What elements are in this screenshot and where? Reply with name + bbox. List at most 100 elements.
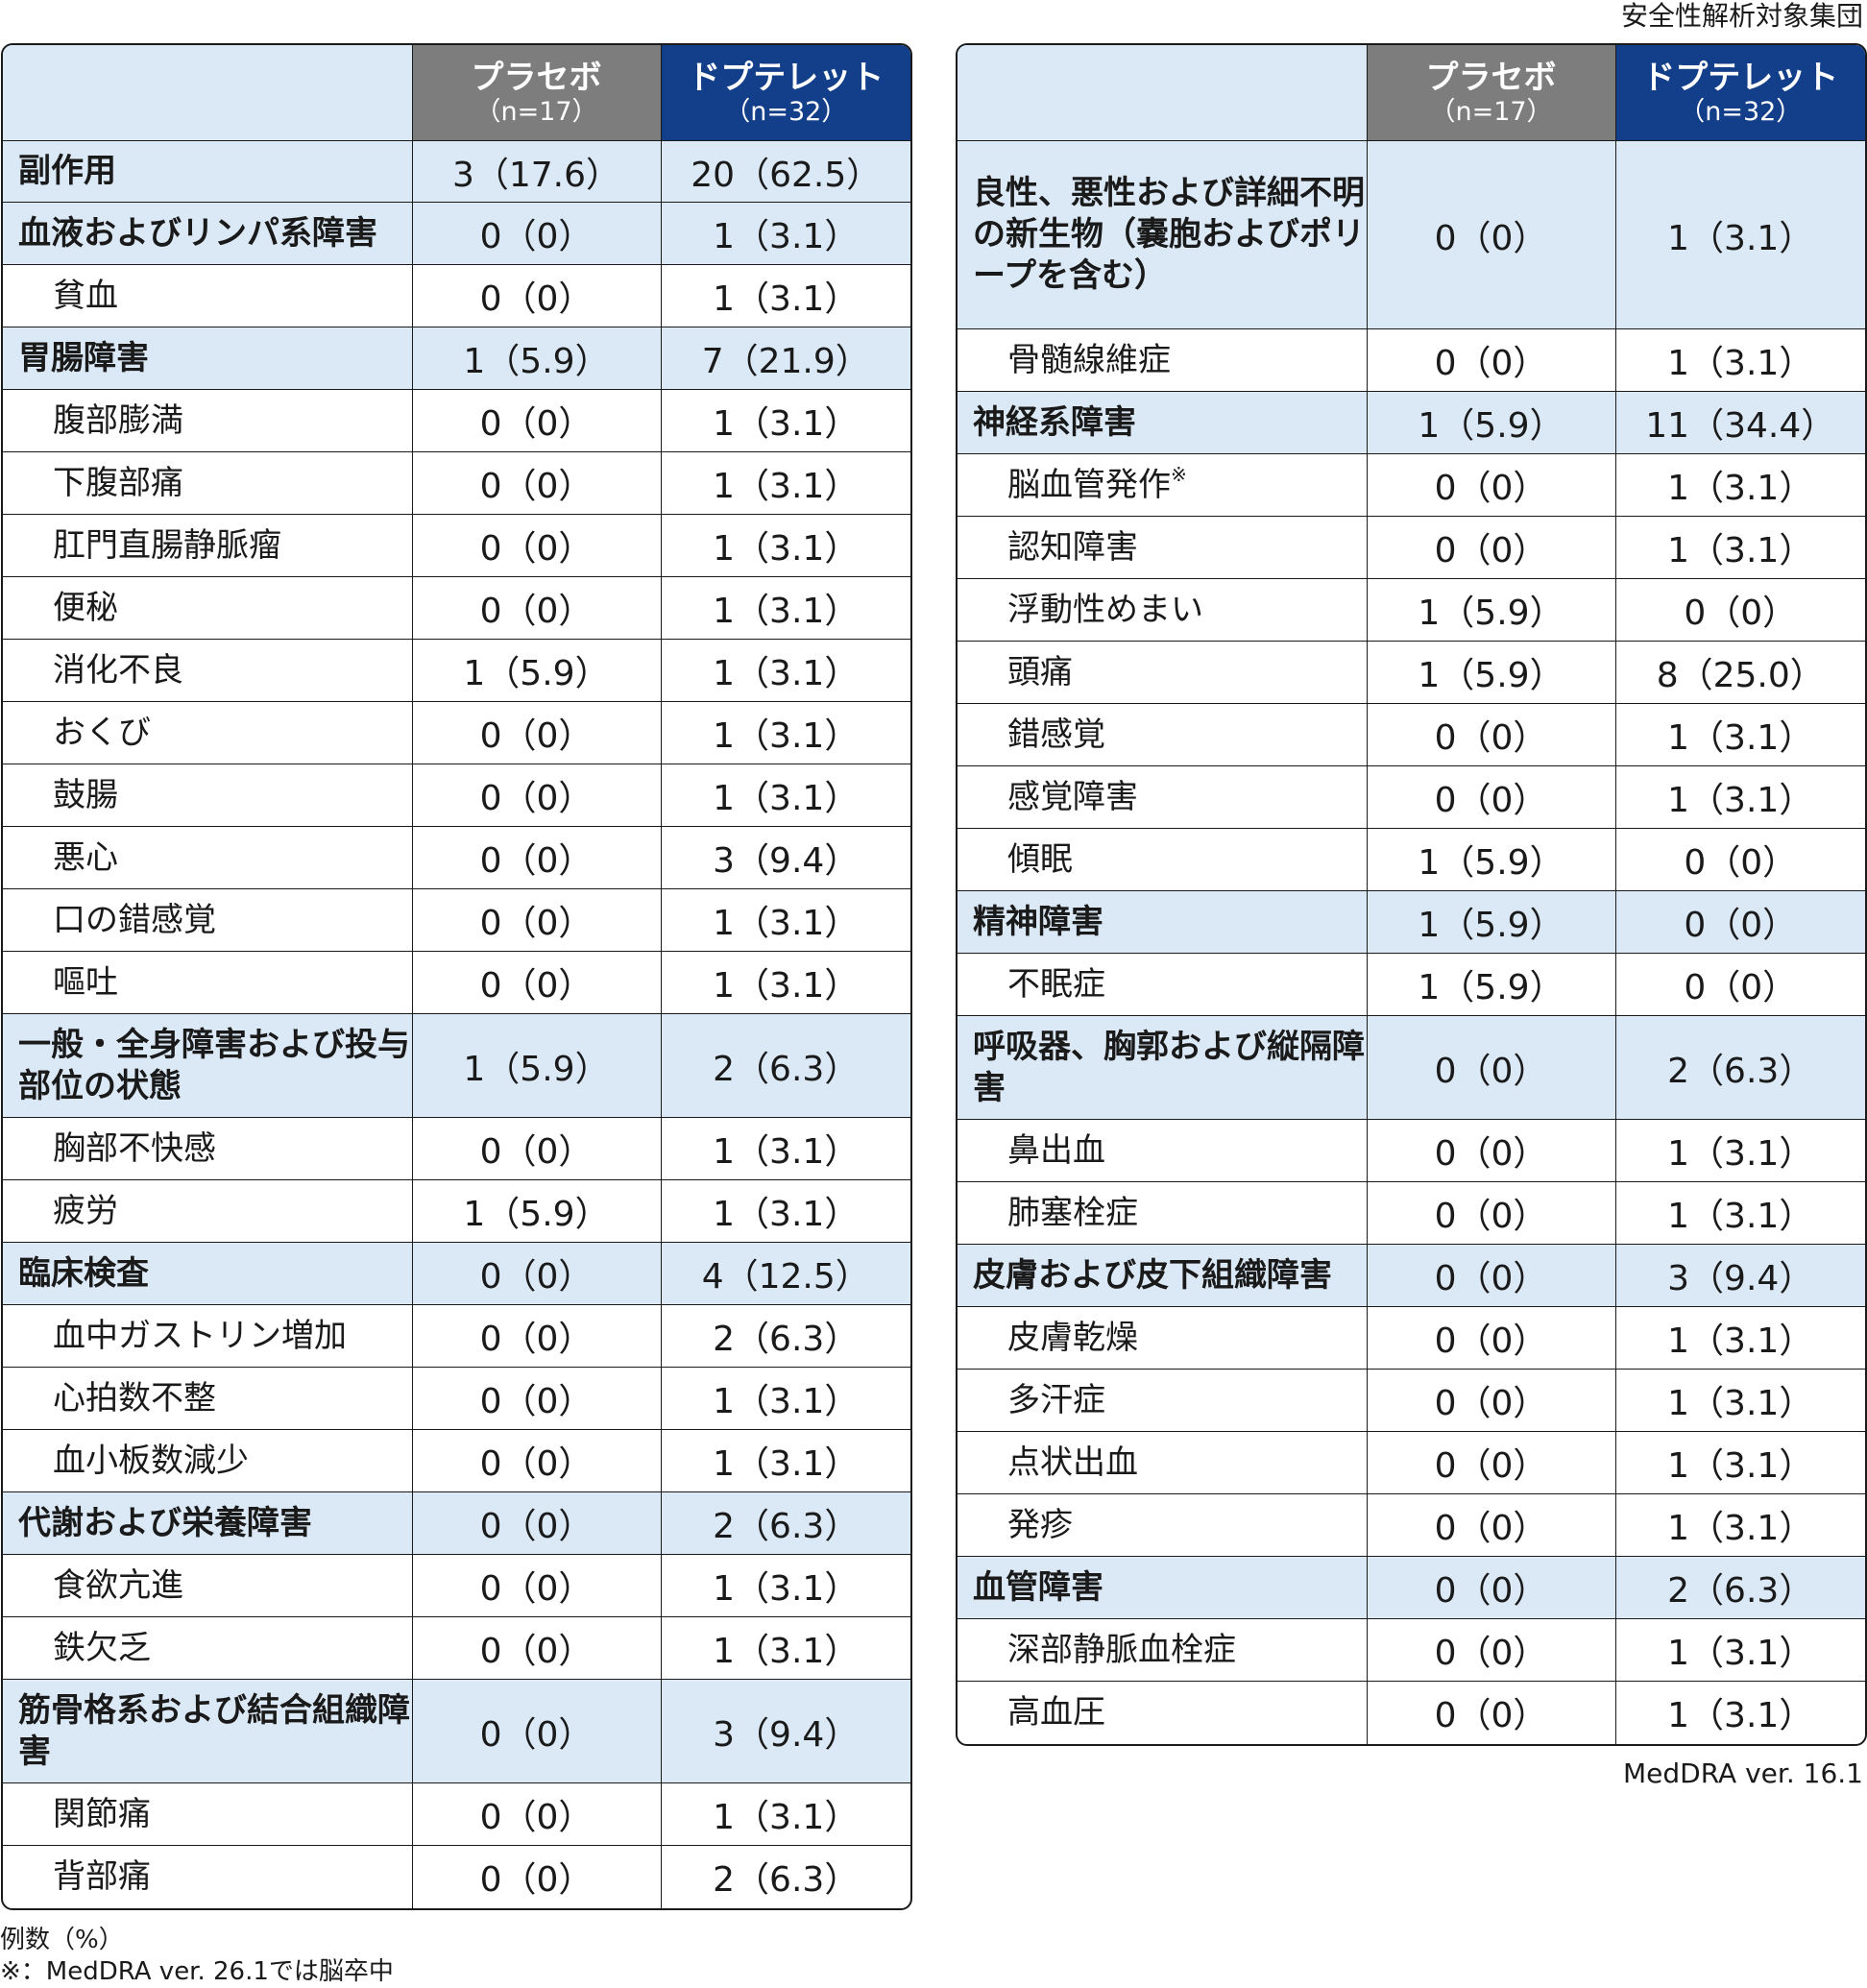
- event-row: 消化不良 1（5.9） 1（3.1）: [3, 639, 910, 702]
- population-caption: 安全性解析対象集団: [1620, 0, 1863, 32]
- row-label: 消化不良: [53, 650, 183, 690]
- row-label: 胸部不快感: [53, 1128, 216, 1168]
- event-row: 鉄欠乏 0（0） 1（3.1）: [3, 1616, 910, 1680]
- placebo-value-cell: 0（0）: [411, 1616, 662, 1680]
- placebo-value-cell: 0（0）: [1366, 516, 1616, 579]
- event-row: 不眠症 1（5.9） 0（0）: [958, 953, 1865, 1016]
- event-row: 点状出血 0（0） 1（3.1）: [958, 1431, 1865, 1494]
- row-label-cell: 血管障害: [958, 1556, 1368, 1619]
- row-label-cell: 骨髄線維症: [958, 328, 1368, 392]
- event-row: 骨髄線維症 0（0） 1（3.1）: [958, 328, 1865, 392]
- footnote-mark: ※: [1171, 462, 1187, 486]
- drug-value-cell: 2（6.3）: [660, 1304, 910, 1368]
- event-row: 鼓腸 0（0） 1（3.1）: [3, 764, 910, 827]
- row-label: 血管障害: [973, 1567, 1103, 1607]
- row-label-cell: 筋骨格系および結合組織障害: [3, 1679, 413, 1783]
- event-row: 下腹部痛 0（0） 1（3.1）: [3, 451, 910, 515]
- drug-value-cell: 1（3.1）: [660, 1616, 910, 1680]
- event-row: 背部痛 0（0） 2（6.3）: [3, 1845, 910, 1908]
- row-label: 発疹: [1007, 1505, 1073, 1544]
- drug-value-cell: 0（0）: [1614, 953, 1865, 1016]
- row-label-cell: 嘔吐: [3, 951, 413, 1014]
- mark-footnote: ※：MedDRA ver. 26.1では脳卒中: [0, 1957, 394, 1986]
- event-row: 口の錯感覚 0（0） 1（3.1）: [3, 888, 910, 952]
- drug-value-cell: 1（3.1）: [660, 389, 910, 452]
- drug-value-cell: 4（12.5）: [660, 1242, 910, 1305]
- category-row: 皮膚および皮下組織障害 0（0） 3（9.4）: [958, 1244, 1865, 1307]
- row-label: 鼓腸: [53, 775, 118, 814]
- drug-value-cell: 1（3.1）: [1614, 1306, 1865, 1370]
- right-adverse-event-table: プラセボ （n=17） ドプテレット （n=32） 良性、悪性および詳細不明の新…: [956, 43, 1867, 1746]
- table-header-row: プラセボ （n=17） ドプテレット （n=32）: [3, 45, 910, 141]
- event-row: 発疹 0（0） 1（3.1）: [958, 1493, 1865, 1557]
- header-placebo: プラセボ （n=17）: [1366, 45, 1616, 141]
- drug-value-cell: 1（3.1）: [660, 764, 910, 827]
- event-row: 肛門直腸静脈瘤 0（0） 1（3.1）: [3, 514, 910, 577]
- row-label: 肛門直腸静脈瘤: [53, 525, 281, 565]
- row-label: 代謝および栄養障害: [18, 1503, 312, 1542]
- row-label: 血小板数減少: [53, 1441, 249, 1480]
- row-label-cell: 心拍数不整: [3, 1367, 413, 1430]
- row-label-cell: 精神障害: [958, 890, 1368, 954]
- header-drug-n: （n=32）: [1679, 96, 1803, 127]
- category-row: 血管障害 0（0） 2（6.3）: [958, 1556, 1865, 1619]
- event-row: 腹部膨満 0（0） 1（3.1）: [3, 389, 910, 452]
- placebo-value-cell: 1（5.9）: [1366, 578, 1616, 642]
- category-row: 神経系障害 1（5.9） 11（34.4）: [958, 391, 1865, 454]
- placebo-value-cell: 1（5.9）: [411, 639, 662, 702]
- row-label: 認知障害: [1007, 527, 1138, 567]
- drug-value-cell: 1（3.1）: [1614, 1493, 1865, 1557]
- footnotes: 例数（%） ※：MedDRA ver. 26.1では脳卒中: [0, 1925, 394, 1988]
- drug-value-cell: 1（3.1）: [660, 264, 910, 327]
- placebo-value-cell: 0（0）: [411, 1429, 662, 1492]
- row-label-cell: 胃腸障害: [3, 327, 413, 390]
- event-row: 感覚障害 0（0） 1（3.1）: [958, 765, 1865, 829]
- row-label-cell: 肛門直腸静脈瘤: [3, 514, 413, 577]
- placebo-value-cell: 0（0）: [411, 389, 662, 452]
- drug-value-cell: 8（25.0）: [1614, 641, 1865, 704]
- drug-value-cell: 3（9.4）: [660, 826, 910, 889]
- row-label-cell: 腹部膨満: [3, 389, 413, 452]
- drug-value-cell: 2（6.3）: [660, 1845, 910, 1908]
- drug-value-cell: 2（6.3）: [660, 1013, 910, 1118]
- category-row: 血液およびリンパ系障害 0（0） 1（3.1）: [3, 202, 910, 265]
- row-label-cell: 多汗症: [958, 1369, 1368, 1432]
- right-table-body: 良性、悪性および詳細不明の新生物（嚢胞およびポリープを含む） 0（0） 1（3.1）…: [958, 140, 1865, 1744]
- drug-value-cell: 0（0）: [1614, 578, 1865, 642]
- row-label: 腹部膨満: [53, 400, 183, 440]
- event-row: 皮膚乾燥 0（0） 1（3.1）: [958, 1306, 1865, 1370]
- row-label-cell: 疲労: [3, 1179, 413, 1243]
- placebo-value-cell: 0（0）: [1366, 328, 1616, 392]
- header-blank-cell: [3, 45, 413, 141]
- category-row: 一般・全身障害および投与部位の状態 1（5.9） 2（6.3）: [3, 1013, 910, 1118]
- placebo-value-cell: 1（5.9）: [411, 1179, 662, 1243]
- left-table-body: 副作用 3（17.6） 20（62.5） 血液およびリンパ系障害 0（0） 1（3.1）貧…: [3, 140, 910, 1908]
- event-row: 深部静脈血栓症 0（0） 1（3.1）: [958, 1618, 1865, 1682]
- row-label-cell: 頭痛: [958, 641, 1368, 704]
- category-row: 副作用 3（17.6） 20（62.5）: [3, 140, 910, 203]
- drug-value-cell: 1（3.1）: [1614, 765, 1865, 829]
- row-label: 精神障害: [973, 902, 1103, 941]
- event-row: 浮動性めまい 1（5.9） 0（0）: [958, 578, 1865, 642]
- category-row: 胃腸障害 1（5.9） 7（21.9）: [3, 327, 910, 390]
- drug-value-cell: 1（3.1）: [660, 451, 910, 515]
- row-label-cell: 口の錯感覚: [3, 888, 413, 952]
- placebo-value-cell: 0（0）: [1366, 765, 1616, 829]
- placebo-value-cell: 0（0）: [411, 1554, 662, 1617]
- drug-value-cell: 1（3.1）: [660, 202, 910, 265]
- category-row: 代謝および栄養障害 0（0） 2（6.3）: [3, 1491, 910, 1555]
- row-label: 筋骨格系および結合組織障害: [18, 1690, 410, 1771]
- placebo-value-cell: 0（0）: [1366, 1493, 1616, 1557]
- event-row: 関節痛 0（0） 1（3.1）: [3, 1782, 910, 1846]
- drug-value-cell: 1（3.1）: [660, 576, 910, 640]
- category-row: 筋骨格系および結合組織障害 0（0） 3（9.4）: [3, 1679, 910, 1783]
- placebo-value-cell: 0（0）: [411, 202, 662, 265]
- event-row: 便秘 0（0） 1（3.1）: [3, 576, 910, 640]
- drug-value-cell: 1（3.1）: [1614, 1431, 1865, 1494]
- table-header-row: プラセボ （n=17） ドプテレット （n=32）: [958, 45, 1865, 141]
- row-label-cell: 深部静脈血栓症: [958, 1618, 1368, 1682]
- drug-value-cell: 1（3.1）: [660, 1179, 910, 1243]
- drug-value-cell: 1（3.1）: [660, 514, 910, 577]
- placebo-value-cell: 0（0）: [411, 451, 662, 515]
- placebo-value-cell: 0（0）: [1366, 1306, 1616, 1370]
